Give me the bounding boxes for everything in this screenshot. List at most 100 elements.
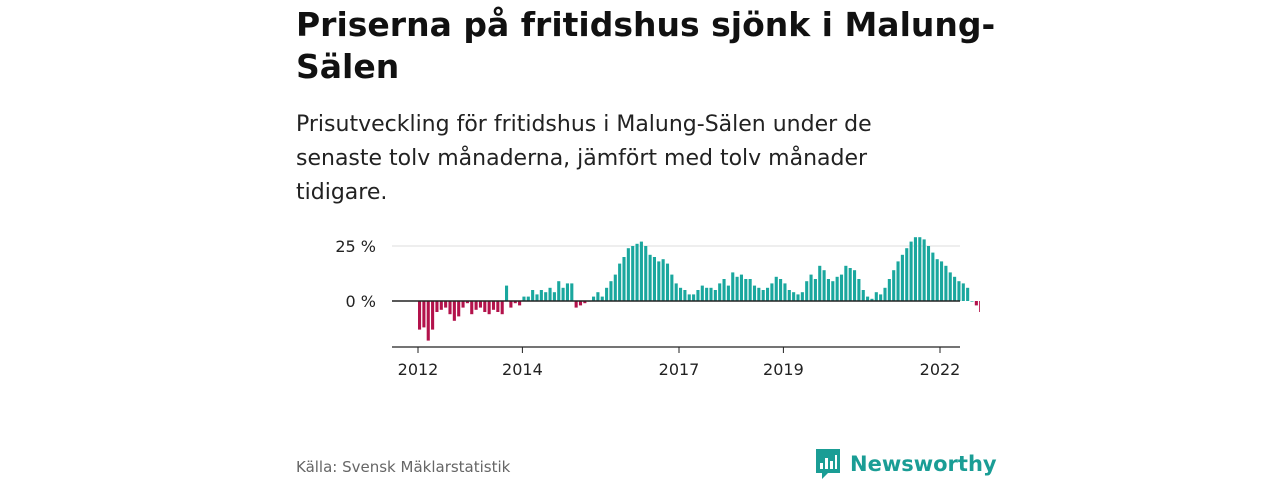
bar [900,254,904,301]
bar [731,272,735,301]
bar [896,261,900,301]
bar [822,270,826,301]
bar [644,246,648,301]
brand-logo: Newsworthy [814,447,997,481]
bar [887,279,891,301]
bar [474,301,478,310]
bar [953,276,957,301]
bar [552,292,556,301]
bar [618,263,622,301]
bar [905,248,909,301]
bar [883,287,887,301]
bar [548,287,552,301]
bar-chart: 0 %25 %201220142017201920222024−6 % [335,237,980,379]
bar [870,298,874,301]
bar [853,270,857,301]
bar [757,287,761,301]
bar [544,292,548,301]
chart-title: Priserna på fritidshus sjönk i Malung-Sä… [296,5,996,86]
bar [787,290,791,301]
x-tick-label: 2012 [398,360,439,379]
bar [422,301,426,328]
bar [892,270,896,301]
bar [713,290,717,301]
bar [918,237,922,301]
brand-name: Newsworthy [850,452,997,476]
bar [652,257,656,301]
x-tick-label: 2022 [920,360,961,379]
bar [835,276,839,301]
bar [974,301,978,306]
bar [818,265,822,301]
bar [961,283,965,301]
bar [513,301,517,304]
bar [478,301,482,308]
bar [426,301,430,341]
bar [509,301,513,308]
bar [522,296,526,301]
bar [435,301,439,312]
bar [600,296,604,301]
bar [596,292,600,301]
bar [418,301,422,330]
bar [487,301,491,315]
bar [448,301,452,315]
bar [774,276,778,301]
bar [766,287,770,301]
bar [857,279,861,301]
bar [752,285,757,301]
bar [613,274,617,301]
bar [648,254,652,301]
bar [461,301,465,308]
bar [761,290,765,301]
bar [470,301,474,315]
bar [592,296,596,301]
y-tick-label: 25 % [335,237,376,256]
bar [709,287,713,301]
bar [809,274,813,301]
bar [578,301,583,306]
bar [565,283,569,301]
bar [874,292,878,301]
bar [844,265,848,301]
bar [909,241,913,301]
bar [696,290,700,301]
bar [505,285,509,301]
bar [539,290,543,301]
bar [635,243,639,301]
bar [665,263,670,301]
bar [779,279,783,301]
bar [913,237,917,301]
bar [491,301,496,310]
x-tick-label: 2014 [502,360,543,379]
bar [535,294,539,301]
bar [626,248,630,301]
bar [674,283,678,301]
bar [639,241,643,301]
bar [431,301,435,330]
bar [679,287,683,301]
bar [861,290,865,301]
bar [800,292,804,301]
bar [531,290,535,301]
bar [483,301,487,312]
bar [570,283,574,301]
bar [705,287,709,301]
bar [661,259,665,301]
y-tick-label: 0 % [346,292,376,311]
bar [670,274,674,301]
bar [948,272,952,301]
bar [574,301,578,308]
bar [526,296,530,301]
bar [744,279,748,301]
bar [465,301,469,304]
bar [452,301,456,321]
bar [940,261,944,301]
bar [839,274,844,301]
bar [583,301,587,304]
bar [970,301,974,302]
bar [848,268,852,301]
x-tick-label: 2017 [659,360,700,379]
bar [561,287,565,301]
bar [935,259,939,301]
